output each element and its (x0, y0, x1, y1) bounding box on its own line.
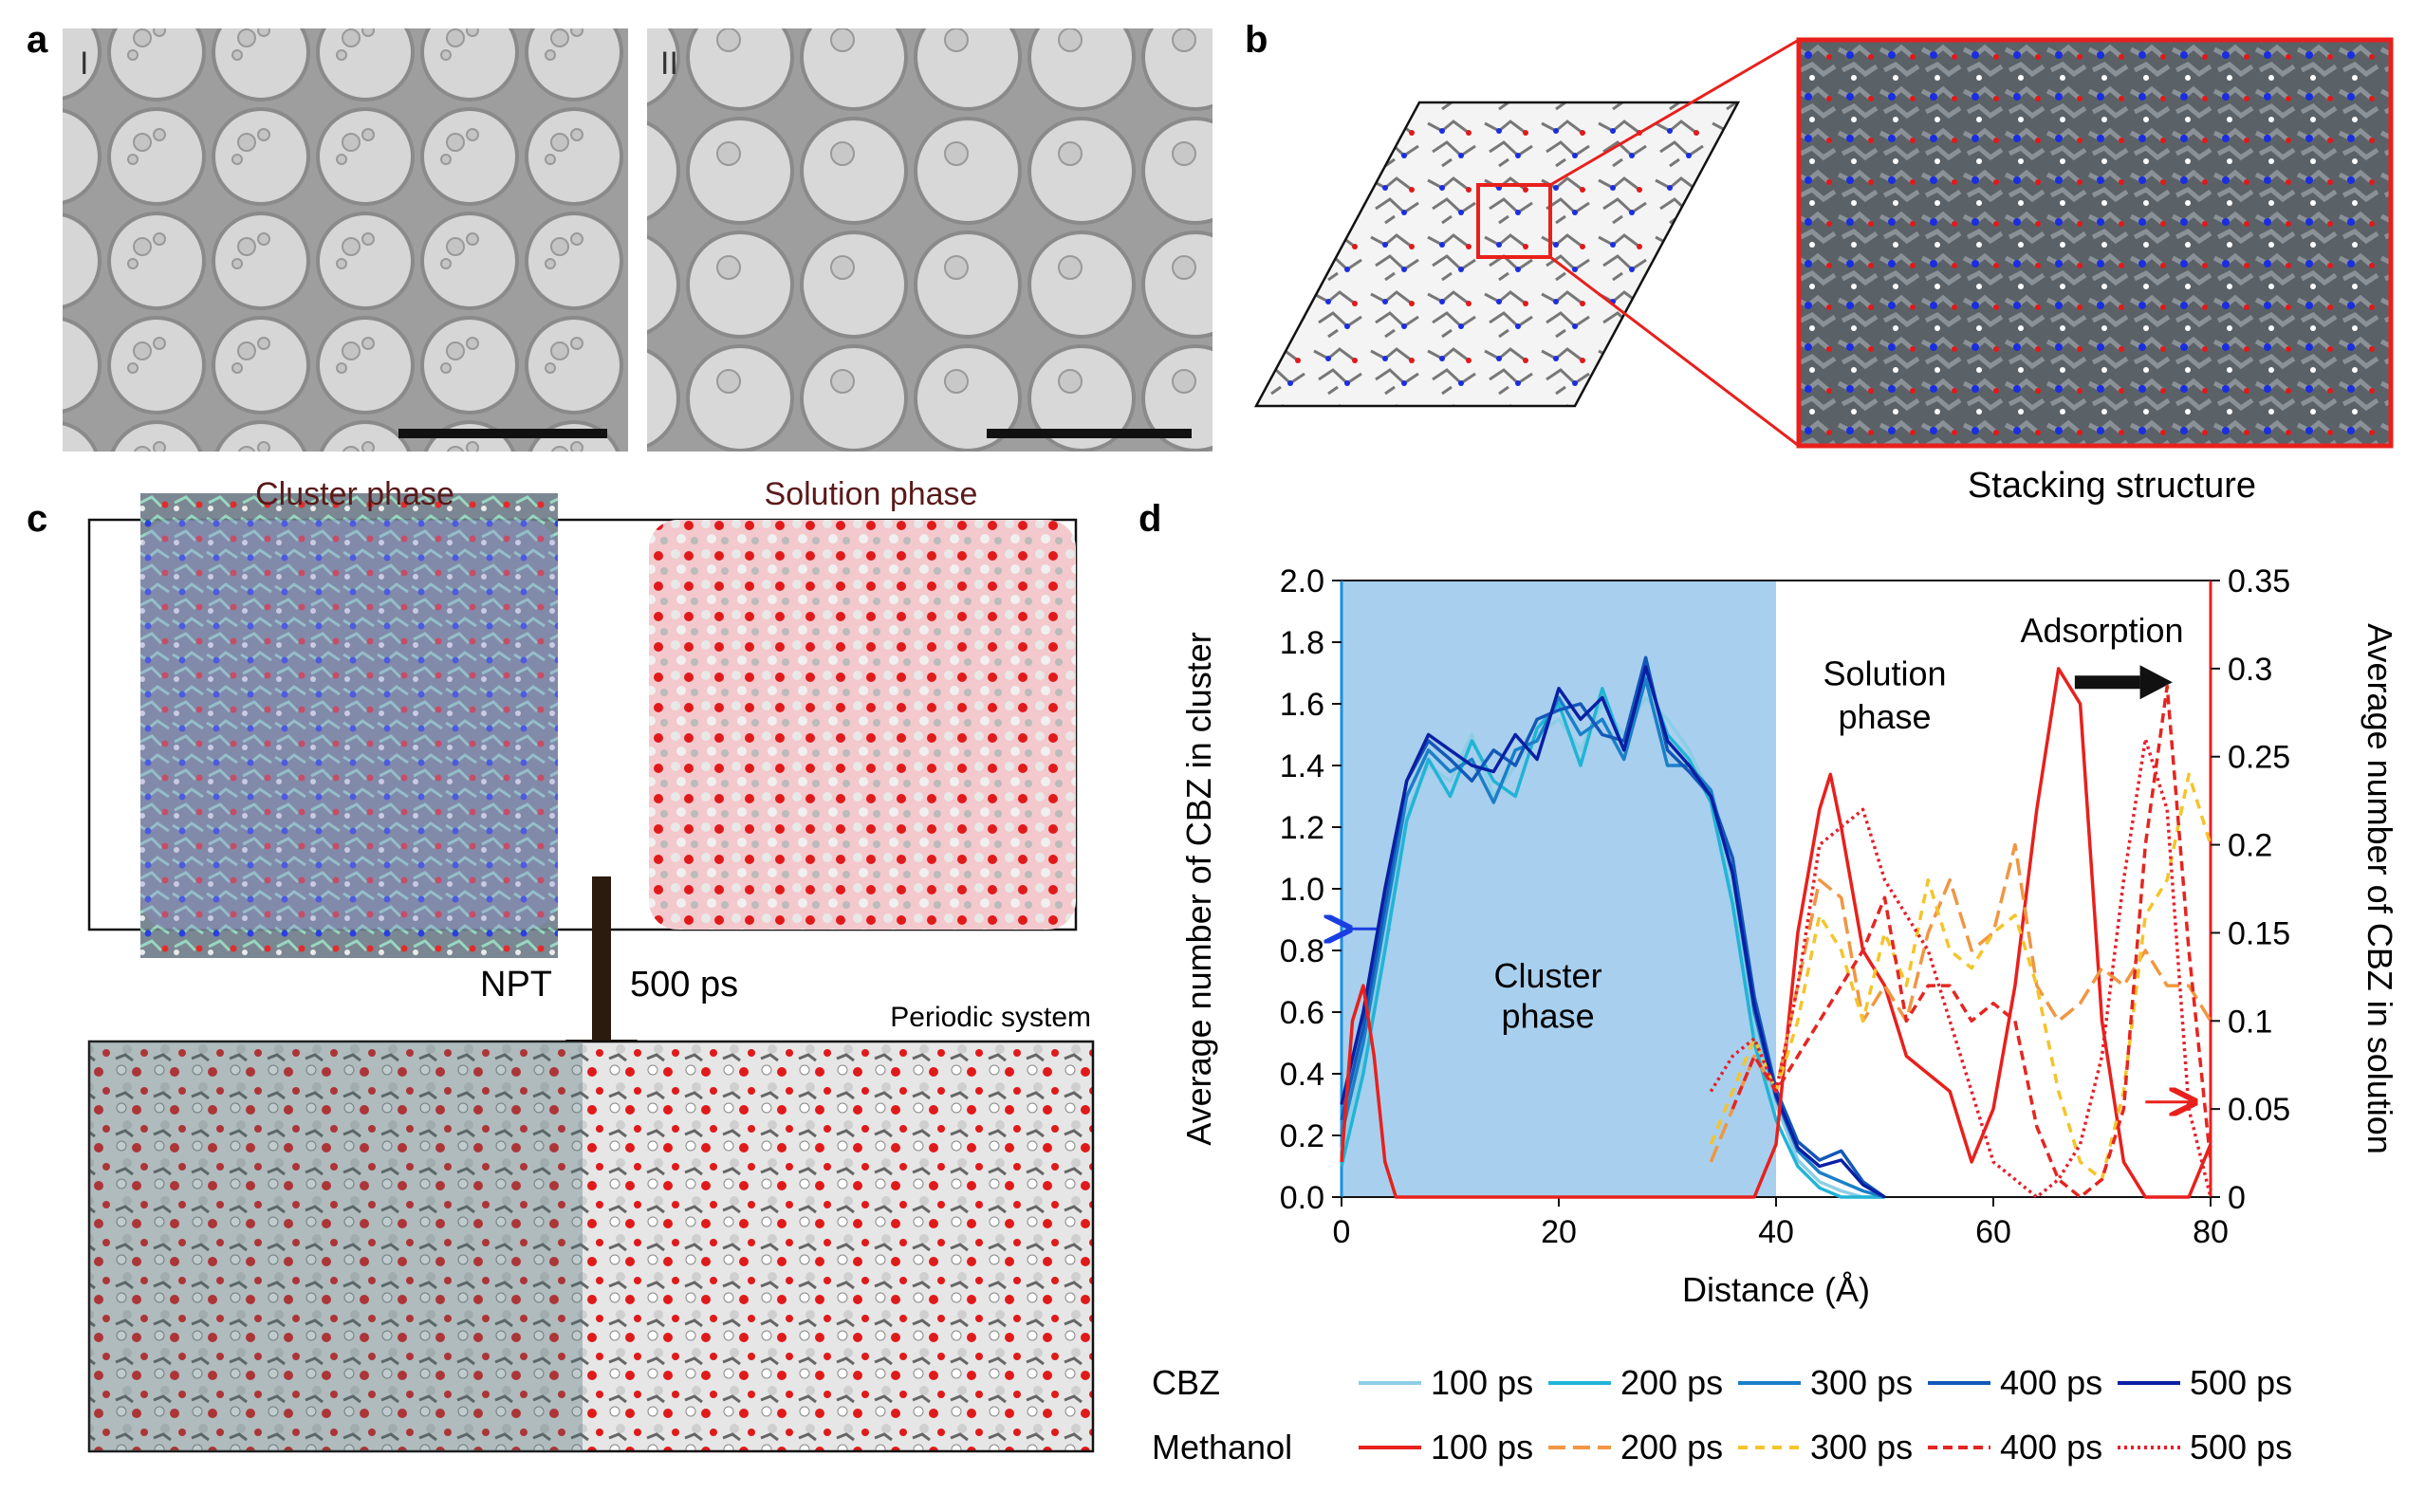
panel-d-label: d (1138, 498, 1161, 540)
y-tick-label: 1.4 (1280, 748, 1324, 784)
y2-axis-label: Average number of CBZ in solution (2360, 623, 2399, 1154)
x-tick-label: 80 (2193, 1214, 2229, 1250)
periodic-system-label: Periodic system (890, 1002, 1091, 1033)
panel-c: c Cluster phase Solution phase NPT 500 p… (27, 476, 1095, 1453)
panel-a-label: a (27, 19, 48, 61)
x-tick-label: 20 (1541, 1214, 1577, 1250)
npt-arrow-shaft (592, 876, 611, 1047)
cluster-annotation: Cluster (1494, 956, 1602, 995)
x-tick-label: 60 (1975, 1214, 2011, 1250)
cluster-region (1342, 581, 1776, 1197)
panel-d: d 0 20 40 60 80 0.0 0.2 0.4 0.6 0.8 1.0 1.2 1.4 1.6 1.… (1138, 498, 2399, 1466)
methanol-series-line (1340, 667, 2212, 1199)
y2-tick-label: 0.1 (2228, 1004, 2272, 1040)
legend-cbz-label: 400 ps (2000, 1363, 2102, 1402)
y-tick-label: 1.0 (1280, 872, 1324, 908)
adsorption-annotation: Adsorption (2020, 611, 2183, 650)
panel-b-label: b (1245, 19, 1268, 61)
cluster-phase-block (140, 493, 558, 958)
scale-bar-ii (987, 429, 1192, 438)
micrograph-i (63, 28, 628, 452)
solution-phase-title: Solution phase (765, 476, 978, 512)
zoom-line-bottom (1549, 255, 1800, 448)
cbz-series-line (1340, 655, 1886, 1199)
cbz-series-line (1340, 665, 1886, 1199)
periodic-cluster-region (89, 1042, 583, 1451)
solution-phase-block (649, 520, 1076, 930)
legend-cbz-label: 500 ps (2190, 1363, 2292, 1402)
legend-cbz-label: 200 ps (1620, 1363, 1723, 1402)
y-axis-label: Average number of CBZ in cluster (1179, 632, 1218, 1146)
methanol-series-line (1731, 684, 2212, 1199)
stacking-caption: Stacking structure (1968, 466, 2256, 506)
legend-methanol-title: Methanol (1152, 1428, 1292, 1466)
y2-tick-label: 0 (2228, 1180, 2246, 1216)
y-tick-label: 2.0 (1280, 563, 1324, 599)
panel-a: a I II (27, 19, 1212, 452)
npt-label: NPT (480, 965, 552, 1005)
cluster-annotation: phase (1502, 996, 1595, 1035)
npt-time-label: 500 ps (630, 965, 738, 1005)
y2-tick-label: 0.05 (2228, 1092, 2290, 1128)
micrograph-ii (647, 28, 1212, 452)
y2-tick-label: 0.2 (2228, 828, 2272, 864)
legend-methanol-label: 200 ps (1620, 1428, 1723, 1466)
chart-d: 0 20 40 60 80 0.0 0.2 0.4 0.6 0.8 1.0 1.2 1.4 1.6 1.8 2… (1152, 563, 2399, 1466)
legend-cbz-label: 300 ps (1810, 1363, 1913, 1402)
panel-c-label: c (27, 498, 47, 540)
x-axis-label: Distance (Å) (1682, 1270, 1870, 1309)
y2-tick-label: 0.15 (2228, 915, 2290, 951)
y-tick-label: 1.2 (1280, 810, 1324, 846)
legend-methanol-label: 100 ps (1431, 1428, 1533, 1466)
cluster-phase-shade (140, 520, 558, 930)
x-tick-label: 0 (1333, 1214, 1351, 1250)
cluster-phase-title: Cluster phase (255, 476, 454, 512)
solution-annotation: phase (1838, 697, 1931, 736)
y2-tick-label: 0.35 (2228, 563, 2290, 599)
y2-tick-label: 0.25 (2228, 740, 2290, 776)
legend-methanol-label: 300 ps (1810, 1428, 1913, 1466)
y-tick-label: 0.6 (1280, 995, 1324, 1031)
cbz-series-line (1340, 671, 1885, 1199)
legend-methanol-label: 500 ps (2190, 1428, 2292, 1466)
y-tick-label: 0.8 (1280, 933, 1324, 969)
micrograph-i-label: I (80, 46, 88, 82)
micrograph-ii-label: II (660, 46, 678, 82)
x-tick-label: 40 (1758, 1214, 1794, 1250)
adsorption-arrow-head (2139, 665, 2173, 700)
y-tick-label: 0.2 (1280, 1118, 1324, 1154)
methanol-series-line (1709, 842, 2212, 1163)
panel-b: b Stacking structure (1245, 19, 2394, 506)
y2-tick-label: 0.3 (2228, 652, 2272, 688)
solution-annotation: Solution (1823, 655, 1946, 693)
legend-cbz-title: CBZ (1152, 1363, 1220, 1402)
scale-bar-i (398, 429, 607, 438)
periodic-system-box (87, 1040, 1095, 1453)
y-tick-label: 1.8 (1280, 625, 1324, 661)
legend-cbz-label: 100 ps (1431, 1363, 1533, 1402)
zoom-box-small (1476, 183, 1552, 259)
y-tick-label: 0.4 (1280, 1057, 1324, 1093)
zoom-line-top (1549, 38, 1800, 187)
stacking-zoom (1796, 37, 2394, 449)
y-tick-label: 1.6 (1280, 687, 1324, 723)
y-tick-label: 0.0 (1280, 1180, 1324, 1216)
simulation-cell (1253, 101, 1741, 408)
legend-methanol-label: 400 ps (2000, 1428, 2102, 1466)
